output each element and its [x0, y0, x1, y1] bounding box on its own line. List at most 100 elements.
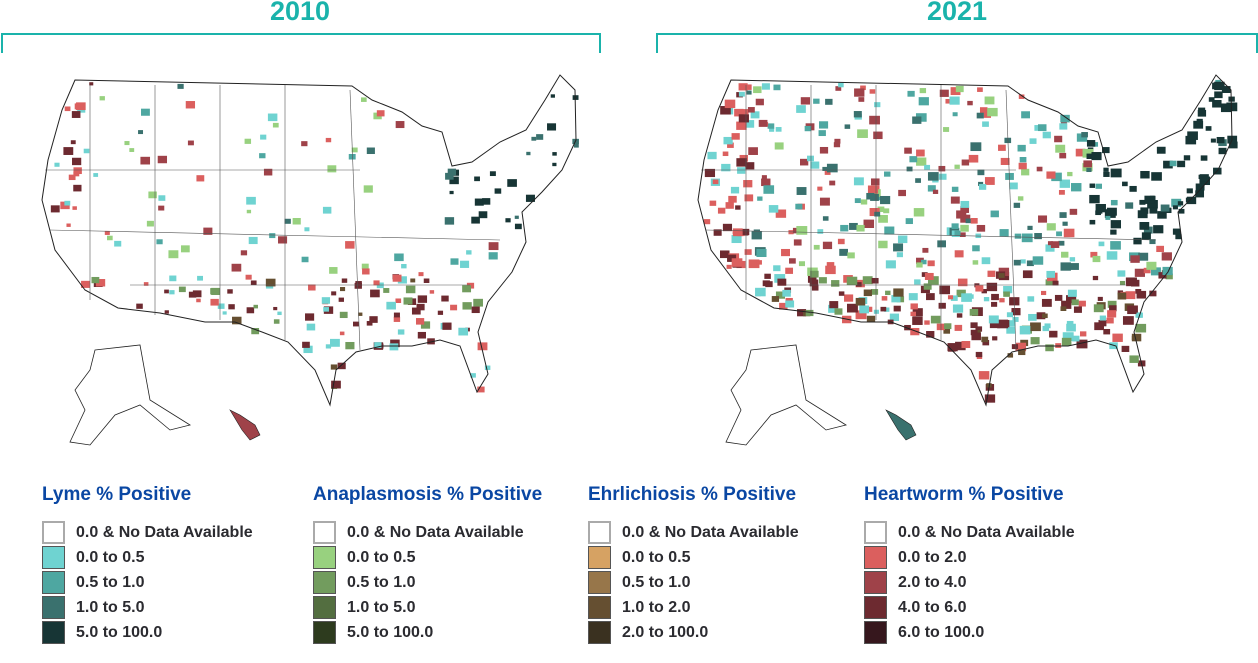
county-cell [1029, 138, 1037, 144]
county-cell [1069, 257, 1076, 262]
county-cell [169, 275, 177, 282]
legend-label: 1.0 to 5.0 [347, 598, 416, 616]
county-cell [1071, 183, 1082, 192]
county-cell [968, 154, 979, 163]
county-cell [514, 215, 519, 219]
county-cell [1066, 295, 1077, 304]
county-cell [954, 250, 964, 258]
county-cell [817, 229, 824, 234]
county-cell [811, 285, 819, 291]
county-cell [838, 82, 844, 88]
county-cell [910, 311, 917, 317]
county-cell [54, 162, 60, 167]
legend-title: Ehrlichiosis % Positive [588, 484, 797, 505]
county-cell [1134, 268, 1145, 277]
county-cell [897, 235, 908, 244]
county-cell [720, 106, 731, 115]
county-cell [482, 198, 491, 205]
county-cell [1062, 221, 1068, 226]
county-cell [1000, 157, 1010, 165]
county-cell [273, 319, 280, 324]
legend-item: 0.0 to 2.0 [864, 545, 1075, 570]
legend-item: 0.5 to 1.0 [313, 570, 542, 595]
county-cell [960, 200, 970, 208]
county-cell [755, 287, 766, 297]
county-cell [1089, 219, 1096, 225]
county-cell [1110, 220, 1122, 229]
county-cell [1054, 294, 1063, 301]
county-cell [376, 282, 384, 289]
county-cell [1059, 123, 1068, 130]
county-cell [773, 265, 781, 272]
legend-swatch [588, 571, 611, 594]
county-cell [1106, 251, 1118, 260]
county-cell [277, 311, 282, 316]
county-cell [1046, 270, 1056, 278]
county-cell [358, 312, 363, 316]
county-cell [1062, 332, 1074, 341]
county-cell [158, 195, 166, 201]
legend-swatch [588, 521, 611, 544]
county-cell [1073, 306, 1082, 313]
legend-swatch [313, 596, 336, 619]
legend-swatch [313, 521, 336, 544]
county-cell [1019, 325, 1031, 335]
county-cell [1042, 131, 1051, 139]
county-cell [417, 331, 426, 339]
county-cell [741, 109, 749, 115]
county-cell [278, 236, 288, 244]
county-cell [960, 205, 970, 213]
county-cell [1078, 300, 1086, 307]
legend-label: 0.0 to 0.5 [347, 548, 416, 566]
county-cell [1066, 323, 1076, 332]
county-cell [775, 209, 787, 218]
county-cell [325, 344, 332, 349]
legend-swatch [864, 621, 887, 644]
county-cell [303, 345, 313, 354]
county-cell [748, 147, 758, 155]
county-cell [1099, 315, 1107, 321]
county-cell [449, 176, 459, 185]
county-cell [834, 308, 843, 315]
county-cell [1072, 335, 1080, 342]
county-cell [395, 121, 405, 129]
county-cell [71, 111, 81, 118]
county-cell [1200, 155, 1208, 161]
county-cell [984, 96, 995, 105]
county-cell [951, 186, 959, 192]
county-cell [1121, 345, 1130, 352]
county-cell [93, 173, 99, 177]
county-cell [420, 321, 431, 329]
county-cell [977, 87, 983, 92]
county-cell [1042, 325, 1050, 332]
county-cell [345, 341, 355, 350]
county-cell [458, 327, 469, 336]
county-cell [898, 189, 907, 197]
county-cell [1183, 155, 1191, 161]
county-cell [1019, 157, 1027, 163]
legend-title: Heartworm % Positive [864, 484, 1064, 505]
county-cell [712, 179, 719, 185]
county-cell [146, 220, 154, 227]
county-cell [1103, 167, 1109, 172]
legend-swatch [313, 546, 336, 569]
bracket-2010 [1, 33, 601, 53]
county-cell [972, 245, 980, 252]
county-cell [169, 290, 175, 295]
county-cell [89, 82, 94, 86]
county-cell [1153, 225, 1164, 234]
county-cell [267, 113, 278, 122]
county-cell [981, 257, 991, 265]
county-cell [983, 297, 990, 302]
county-cell [1110, 168, 1122, 178]
county-cell [1144, 195, 1155, 204]
county-cell [881, 296, 888, 301]
county-cell [304, 227, 310, 232]
county-cell [403, 297, 413, 305]
county-cell [351, 147, 358, 153]
county-cell [744, 249, 752, 255]
county-cell [734, 108, 744, 117]
county-cell [818, 130, 826, 137]
county-cell [416, 303, 425, 311]
county-cell [853, 177, 864, 186]
